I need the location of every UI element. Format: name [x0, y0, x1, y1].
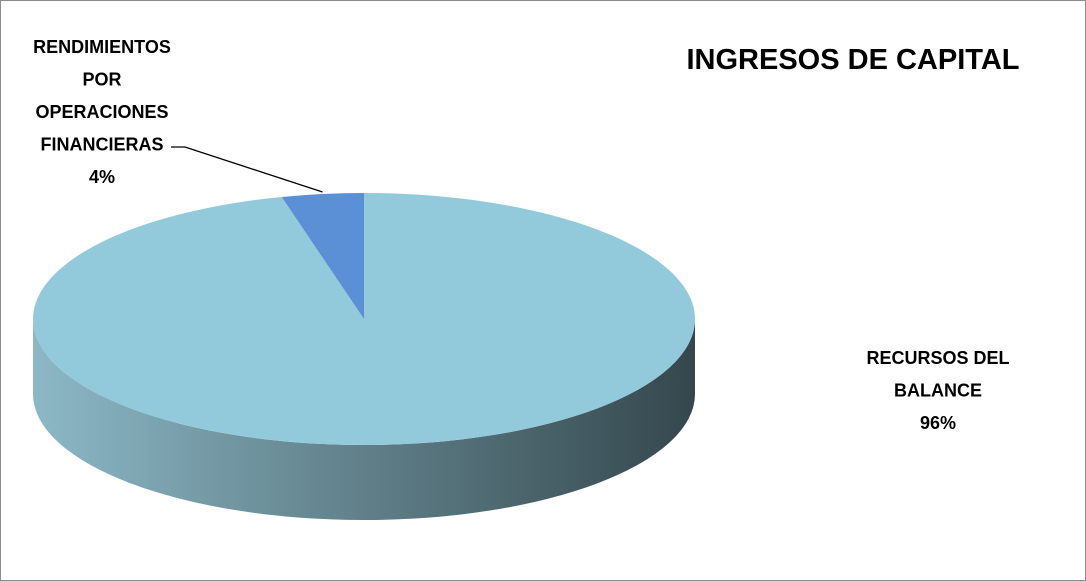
slice-label-line: POR — [82, 70, 121, 90]
label-rendimientos: RENDIMIENTOS POR OPERACIONES FINANCIERAS 4% — [33, 37, 171, 187]
slice-percent-label: 96% — [920, 413, 956, 433]
slice-percent-label: 4% — [89, 167, 115, 187]
label-recursos-del-balance: RECURSOS DEL BALANCE 96% — [866, 348, 1009, 433]
leader-line — [171, 147, 323, 192]
chart-title: INGRESOS DE CAPITAL — [687, 44, 1020, 76]
slice-label-line: BALANCE — [894, 381, 982, 401]
slice-label-line: RENDIMIENTOS — [33, 37, 171, 57]
slice-label-line: OPERACIONES — [35, 102, 168, 122]
slice-label-line: FINANCIERAS — [40, 135, 163, 155]
slice-label-line: RECURSOS DEL — [866, 348, 1009, 368]
